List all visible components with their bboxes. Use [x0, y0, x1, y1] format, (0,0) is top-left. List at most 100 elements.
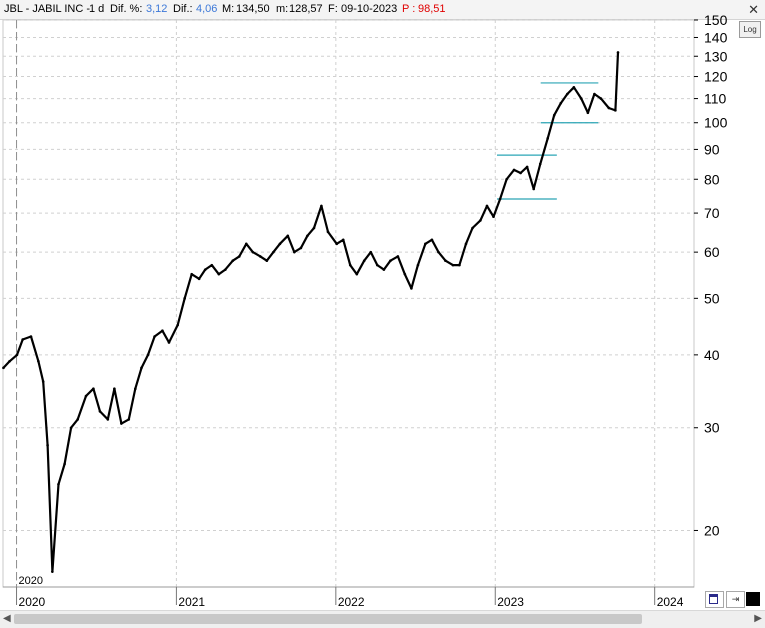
price-point: [376, 263, 379, 267]
date-value: 09-10-2023: [341, 3, 398, 15]
date-label: F:: [328, 3, 338, 15]
price-point: [580, 97, 583, 100]
horizontal-scrollbar[interactable]: ◀ ▶: [0, 610, 765, 628]
price-point: [231, 259, 235, 263]
log-scale-button[interactable]: Log: [739, 21, 761, 38]
price-point: [512, 168, 516, 172]
price-point: [161, 329, 164, 333]
price-point: [299, 246, 303, 250]
chart-header-bar: JBL - JABIL INC - 1 d Dif. %: 3,12 Dif.:…: [0, 0, 765, 20]
price-point: [278, 242, 282, 246]
price-point: [8, 359, 11, 363]
price-point: [410, 287, 413, 290]
price-point: [15, 353, 19, 357]
price-point: [430, 238, 434, 242]
price-point: [532, 187, 535, 191]
color-swatch-icon[interactable]: [746, 592, 760, 606]
symbol-label: JBL - JABIL INC -: [4, 3, 90, 15]
price-point: [127, 418, 131, 421]
save-icon[interactable]: [705, 591, 724, 608]
price-point: [586, 111, 590, 115]
price-point: [546, 137, 549, 140]
x-tick-label: 2023: [497, 595, 524, 609]
price-point: [599, 97, 603, 100]
price-point: [69, 426, 73, 430]
price-point: [76, 418, 79, 421]
price-point: [498, 197, 502, 201]
close-icon[interactable]: ✕: [748, 2, 759, 17]
price-point: [437, 250, 440, 254]
price-point: [244, 242, 248, 246]
price-point: [552, 113, 556, 117]
pin-icon[interactable]: ⇥: [726, 591, 745, 608]
price-point: [355, 272, 359, 276]
price-point: [190, 272, 193, 276]
price-point: [525, 165, 529, 169]
scroll-thumb[interactable]: [14, 614, 642, 624]
price-point: [29, 335, 33, 338]
price-label: P :: [402, 3, 416, 15]
price-point: [84, 394, 88, 398]
y-tick-label: 110: [704, 91, 727, 107]
price-point: [140, 366, 143, 370]
y-tick-label: 80: [704, 171, 720, 187]
price-point: [396, 255, 400, 258]
price-point: [389, 259, 392, 263]
price-point: [464, 242, 468, 246]
price-point: [153, 335, 156, 338]
price-point: [224, 268, 227, 271]
price-point: [251, 250, 255, 254]
price-point: [217, 272, 221, 276]
y-tick-label: 130: [704, 48, 728, 64]
x-tick-label: 2021: [178, 595, 205, 609]
price-point: [479, 219, 482, 222]
price-point: [197, 277, 201, 281]
price-point: [416, 263, 420, 267]
price-point: [272, 250, 275, 254]
price-point: [424, 242, 427, 246]
price-point: [369, 250, 373, 254]
max-label: M:: [222, 3, 235, 15]
dif-pct-value: 3,12: [146, 3, 168, 15]
min-label: m:: [276, 3, 289, 15]
price-point: [306, 234, 309, 238]
scroll-left-icon[interactable]: ◀: [3, 613, 11, 624]
price-point: [348, 263, 352, 267]
price-point: [203, 268, 207, 271]
price-point: [92, 387, 95, 390]
y-tick-label: 90: [704, 141, 720, 157]
dif-label: Dif.:: [173, 3, 193, 15]
dif-pct-label: Dif. %:: [110, 3, 143, 15]
price-point: [51, 570, 54, 573]
price-point: [312, 226, 316, 230]
plot-area: [2, 19, 695, 588]
y-tick-label: 20: [704, 522, 720, 538]
price-point: [176, 323, 180, 327]
y-tick-label: 70: [704, 205, 720, 221]
price-point: [120, 422, 123, 425]
y-tick-label: 50: [704, 290, 720, 306]
price-point: [485, 204, 489, 208]
price-point: [146, 353, 150, 357]
price-point: [335, 242, 339, 246]
price-point: [134, 387, 137, 390]
y-tick-label: 120: [704, 69, 728, 85]
y-tick-label: 100: [704, 115, 728, 131]
price-point: [210, 263, 214, 267]
price-point: [538, 162, 542, 166]
price-point: [183, 297, 187, 300]
price-point: [113, 387, 116, 390]
max-value: 134,50: [236, 3, 270, 15]
price-point: [293, 250, 296, 254]
price-point: [471, 226, 474, 230]
price-point: [616, 51, 620, 54]
y-tick-label: 40: [704, 347, 720, 363]
price-point: [505, 177, 508, 181]
scroll-right-icon[interactable]: ▶: [754, 613, 762, 624]
price-point: [614, 109, 617, 112]
y-tick-label: 140: [704, 29, 728, 45]
price-point: [238, 255, 241, 258]
y-tick-label: 30: [704, 420, 720, 436]
price-point: [46, 443, 49, 447]
